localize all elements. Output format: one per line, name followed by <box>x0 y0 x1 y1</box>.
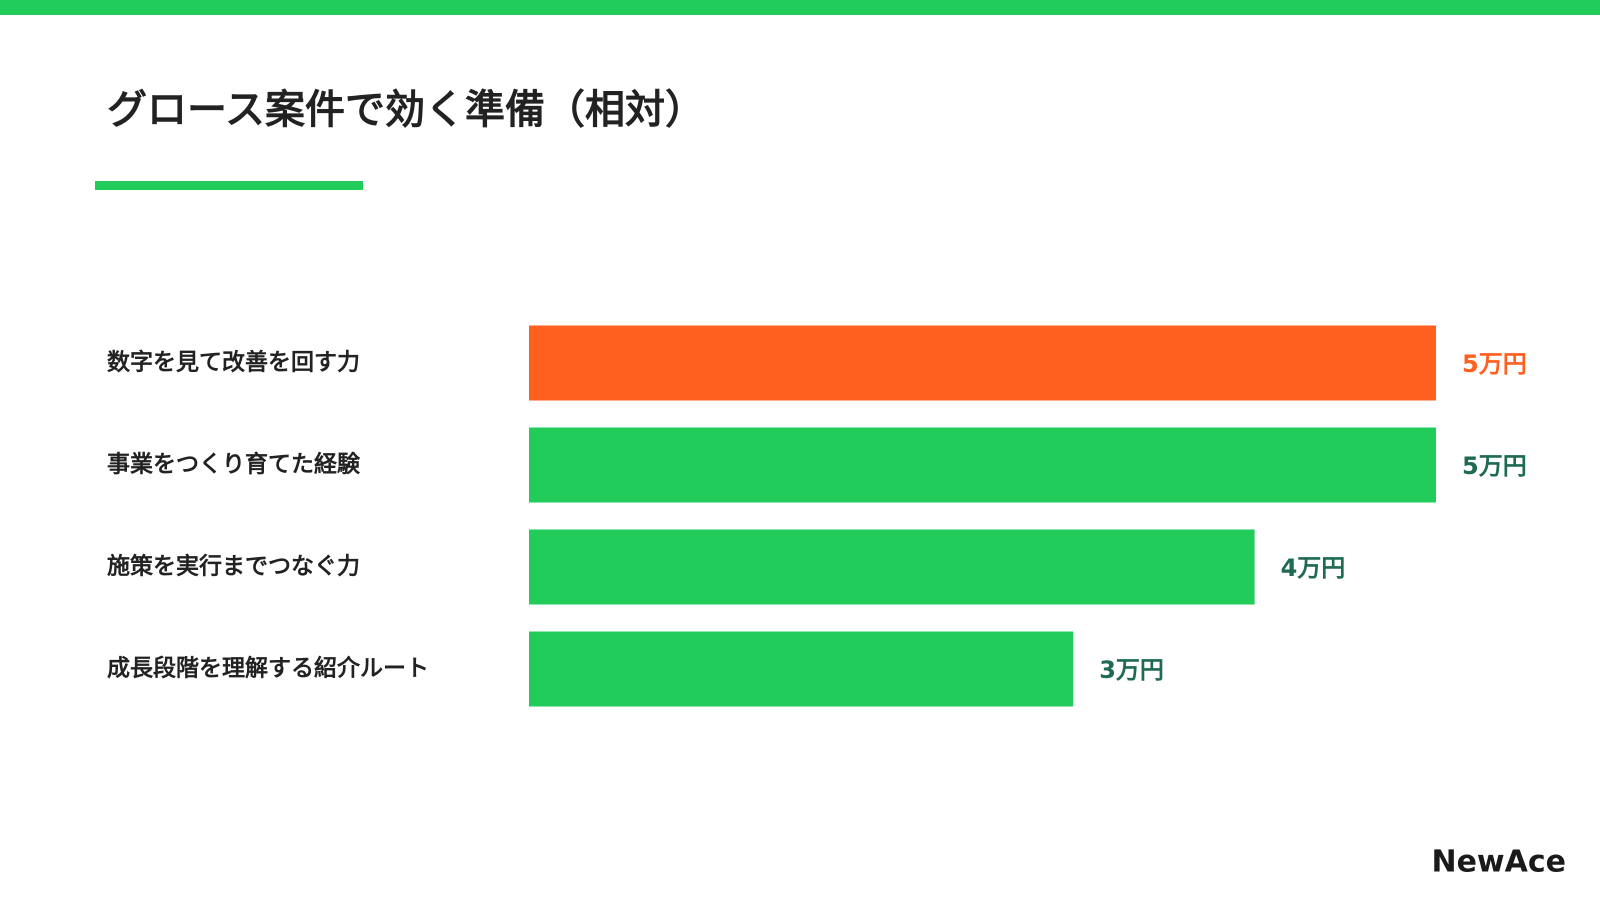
value-label: 5万円 <box>1462 452 1527 480</box>
category-label: 施策を実行までつなぐ力 <box>107 553 360 580</box>
category-label: 事業をつくり育てた経験 <box>107 451 361 478</box>
top-bar <box>0 0 1600 15</box>
logo: NewAce <box>1431 845 1566 880</box>
bar <box>529 427 1436 503</box>
value-label: 4万円 <box>1281 554 1346 582</box>
bar <box>529 529 1255 605</box>
category-label: 数字を見て改善を回す力 <box>107 349 360 376</box>
chart-title: グロース案件で効く準備（相対） <box>107 87 705 133</box>
value-label: 5万円 <box>1462 350 1527 378</box>
title-underline <box>95 181 363 190</box>
value-label: 3万円 <box>1099 656 1164 684</box>
bar <box>529 631 1074 707</box>
bar <box>529 325 1436 401</box>
category-label: 成長段階を理解する紹介ルート <box>107 655 429 682</box>
